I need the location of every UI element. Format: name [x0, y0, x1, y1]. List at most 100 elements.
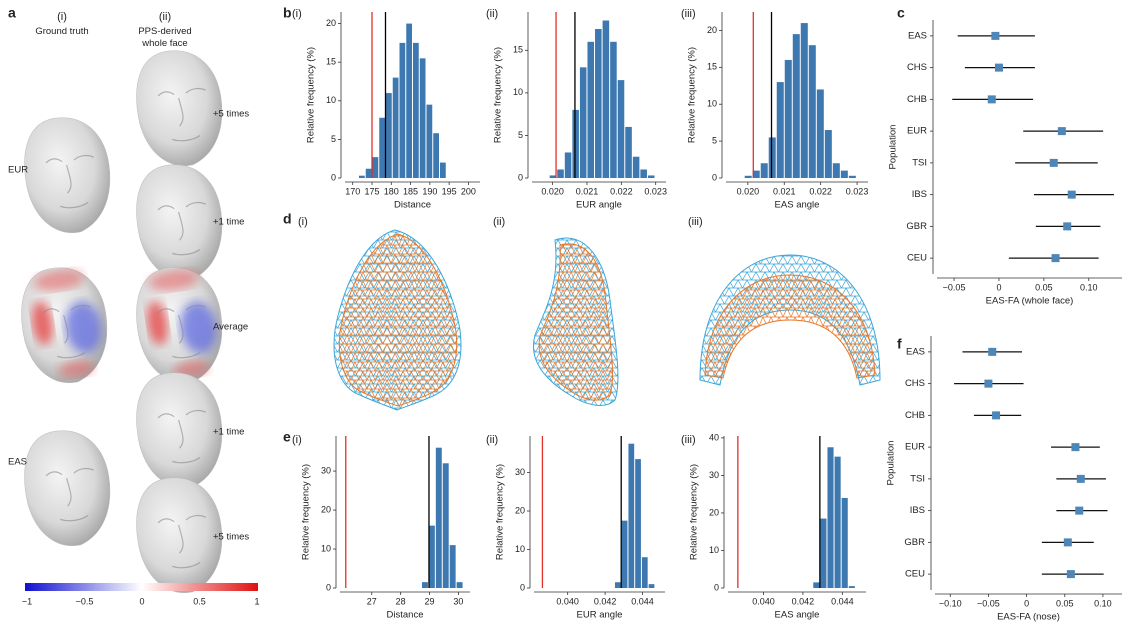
y-tick-label: 10 [707, 99, 717, 109]
x-tick-label: 175 [364, 186, 379, 196]
point-estimate [1076, 474, 1085, 483]
face-shape [24, 430, 111, 546]
bar [841, 497, 848, 588]
bar [428, 525, 435, 588]
bar [426, 104, 433, 178]
face-feature [45, 467, 95, 522]
point-estimate [1057, 127, 1066, 136]
y-axis-label: Relative frequency (%) [306, 47, 317, 143]
y-tick-label: TSI [910, 473, 925, 484]
bar [784, 59, 792, 179]
face-shape [24, 117, 111, 233]
point-estimate [1049, 158, 1058, 167]
x-tick-label: 0.023 [644, 186, 667, 196]
y-tick-label: 30 [515, 467, 525, 477]
colorbar-tick-label: 0 [139, 596, 144, 606]
bar [610, 41, 617, 178]
bar [635, 459, 641, 588]
face-feature [157, 514, 207, 569]
x-tick-label: 0 [996, 282, 1001, 292]
bar [813, 582, 820, 588]
y-tick-label: EAS [908, 30, 927, 41]
row-label: Average [213, 322, 248, 333]
y-tick-label: 30 [709, 470, 719, 480]
column-title: Ground truth [35, 26, 89, 37]
x-tick-label: 0.05 [1056, 598, 1074, 608]
face-feature [45, 154, 95, 209]
face-shape [136, 50, 223, 166]
point-estimate [1063, 222, 1072, 231]
face-renders [21, 50, 223, 593]
y-tick-label: CHS [905, 378, 925, 389]
y-tick-label: 5 [331, 134, 336, 144]
bar [640, 169, 647, 178]
bar [419, 58, 426, 179]
face [136, 477, 223, 593]
x-axis-label: EAS angle [775, 200, 820, 211]
point-estimate [1067, 190, 1076, 199]
bar [595, 29, 602, 179]
face-feature [157, 87, 207, 142]
x-tick-label: 170 [345, 186, 360, 196]
bar [614, 582, 621, 588]
y-axis-label: Relative frequency (%) [495, 464, 506, 560]
y-axis-label: Population [886, 441, 897, 486]
face-feature [157, 304, 207, 359]
panel-sublabel: (i) [292, 8, 302, 20]
x-axis-label: EAS-FA (nose) [997, 612, 1060, 623]
x-tick-label: −0.05 [943, 282, 966, 292]
x-tick-label: 195 [442, 186, 457, 196]
bar [760, 163, 768, 178]
x-tick-label: 0.05 [1035, 282, 1053, 292]
x-tick-label: 200 [461, 186, 476, 196]
y-tick-label: GBR [906, 221, 927, 232]
x-tick-label: −0.05 [977, 598, 1000, 608]
bar [386, 93, 392, 178]
x-tick-label: 27 [367, 596, 377, 606]
face [24, 117, 111, 233]
y-tick-label: CEU [907, 253, 927, 264]
panel-sublabel: (ii) [486, 434, 498, 446]
bar [744, 175, 752, 178]
point-estimate [994, 63, 1003, 72]
face [21, 267, 108, 383]
y-axis-label: Relative frequency (%) [301, 464, 312, 560]
column-title: PPS-derived whole face [138, 26, 192, 49]
bar [442, 463, 449, 588]
colorbar-tick-label: 0.5 [193, 596, 206, 606]
bar [433, 133, 439, 178]
row-label: +5 times [213, 532, 249, 543]
x-tick-label: 180 [384, 186, 399, 196]
face-color [65, 301, 102, 354]
panel-letter: d [283, 211, 292, 227]
y-tick-label: CHB [905, 410, 925, 421]
y-tick-label: 20 [326, 18, 336, 28]
y-tick-label: CHB [907, 94, 927, 105]
group-label: EUR [8, 165, 28, 176]
panel-sublabel: (iii) [681, 8, 696, 20]
point-estimate [991, 31, 1000, 40]
y-tick-label: 5 [712, 135, 717, 145]
y-tick-label: 10 [326, 95, 336, 105]
y-tick-label: 0 [326, 582, 331, 592]
x-tick-label: 0.020 [737, 186, 760, 196]
y-tick-label: 20 [321, 504, 331, 514]
row-label: +1 time [213, 217, 244, 228]
y-tick-label: 0 [714, 582, 719, 592]
point-estimate [984, 379, 993, 388]
bar [435, 447, 442, 588]
bar [579, 67, 587, 178]
bar [557, 169, 564, 178]
point-estimate [1066, 570, 1075, 579]
y-tick-label: CHS [907, 62, 927, 73]
bar [776, 82, 784, 178]
bar [840, 170, 848, 178]
point-estimate [1051, 254, 1060, 263]
panel-sublabel: (i) [292, 434, 302, 446]
panel-letter: b [283, 5, 292, 21]
face-color [148, 269, 199, 291]
face-feature [42, 304, 92, 359]
bar [816, 89, 824, 178]
point-estimate [987, 95, 996, 104]
y-tick-label: 0 [331, 172, 336, 182]
